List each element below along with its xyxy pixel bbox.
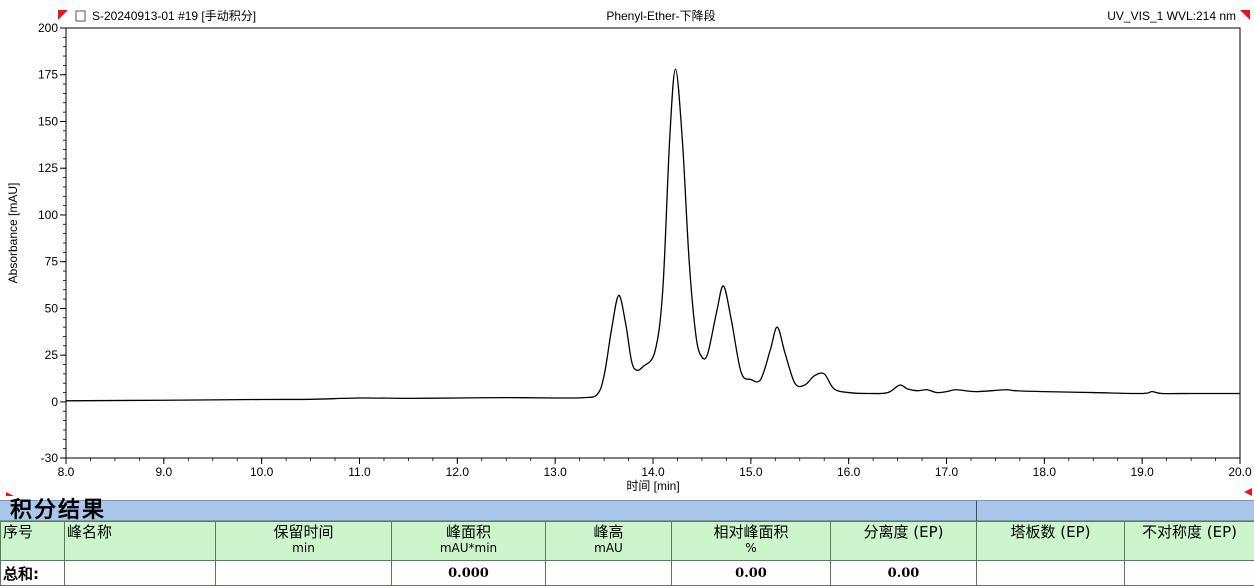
corner-marker bbox=[1240, 10, 1250, 20]
x-tick-label: 18.0 bbox=[1033, 465, 1057, 479]
chart-svg: S-20240913-01 #19 [手动积分] Phenyl-Ether-下降段… bbox=[6, 8, 1252, 496]
column-header-peak-area: 峰面积 mAU*min bbox=[391, 521, 546, 561]
total-cell bbox=[976, 560, 1125, 586]
x-tick-label: 19.0 bbox=[1130, 465, 1154, 479]
column-label: 保留时间 bbox=[273, 523, 334, 541]
column-header-retention-time: 保留时间 min bbox=[215, 521, 392, 561]
x-tick-label: 17.0 bbox=[935, 465, 959, 479]
header-sample-label: S-20240913-01 #19 [手动积分] bbox=[92, 9, 256, 23]
chromatogram-trace bbox=[65, 68, 1240, 402]
column-label: 分离度 (EP) bbox=[863, 523, 944, 541]
chromatogram-chart: S-20240913-01 #19 [手动积分] Phenyl-Ether-下降段… bbox=[6, 8, 1252, 496]
x-tick-label: 13.0 bbox=[543, 465, 567, 479]
total-cell-resolution: 0.00 bbox=[830, 560, 977, 586]
y-tick-label: 150 bbox=[38, 114, 58, 128]
corner-marker bbox=[1244, 488, 1252, 496]
y-tick-label: 100 bbox=[38, 208, 58, 222]
total-label: 总和: bbox=[0, 560, 65, 586]
total-cell bbox=[215, 560, 392, 586]
column-unit: mAU bbox=[594, 541, 623, 555]
x-tick-label: 11.0 bbox=[348, 465, 371, 479]
column-header-peak-name: 峰名称 bbox=[64, 521, 216, 561]
x-tick-label: 12.0 bbox=[446, 465, 470, 479]
y-tick-label: 200 bbox=[38, 21, 58, 35]
x-tick-label: 8.0 bbox=[58, 465, 75, 479]
column-header-peak-height: 峰高 mAU bbox=[545, 521, 672, 561]
x-tick-label: 16.0 bbox=[837, 465, 861, 479]
total-cell bbox=[545, 560, 672, 586]
y-tick-label: -30 bbox=[41, 451, 59, 465]
column-label: 峰名称 bbox=[67, 523, 113, 541]
column-header-relative-area: 相对峰面积 % bbox=[671, 521, 831, 561]
column-unit: % bbox=[745, 541, 757, 555]
column-label: 峰高 bbox=[593, 523, 624, 541]
column-unit: min bbox=[292, 541, 315, 555]
results-title: 积分结果 bbox=[10, 498, 107, 523]
total-cell-relative-area: 0.00 bbox=[671, 560, 831, 586]
integration-results: 积分结果 序号 峰名称 保留时间 mi bbox=[0, 498, 1254, 586]
total-cell bbox=[1124, 560, 1254, 586]
x-tick-label: 9.0 bbox=[155, 465, 172, 479]
corner-marker bbox=[58, 10, 68, 20]
column-header-index: 序号 bbox=[0, 521, 65, 561]
y-axis-title: Absorbance [mAU] bbox=[6, 183, 20, 284]
results-table: 序号 峰名称 保留时间 min 峰面积 mAU*min 峰高 mAU bbox=[0, 521, 1254, 586]
corner-marker bbox=[6, 492, 14, 496]
header-channel-label: UV_VIS_1 WVL:214 nm bbox=[1107, 9, 1236, 23]
header-method-label: Phenyl-Ether-下降段 bbox=[606, 8, 715, 23]
plot-frame bbox=[65, 27, 1241, 459]
results-header-bar: 积分结果 bbox=[0, 498, 1254, 523]
column-label: 序号 bbox=[3, 523, 34, 541]
results-total-row: 总和: 0.000 0.00 0.00 bbox=[0, 560, 1254, 586]
x-tick-label: 10.0 bbox=[250, 465, 274, 479]
x-axis-title: 时间 [min] bbox=[626, 479, 679, 493]
column-label: 塔板数 (EP) bbox=[1010, 523, 1091, 541]
total-cell bbox=[64, 560, 216, 586]
column-label: 不对称度 (EP) bbox=[1142, 523, 1237, 541]
y-tick-label: 75 bbox=[45, 255, 59, 269]
y-tick-label: 0 bbox=[51, 395, 58, 409]
x-tick-label: 20.0 bbox=[1228, 465, 1252, 479]
column-header-resolution: 分离度 (EP) bbox=[830, 521, 977, 561]
y-tick-label: 25 bbox=[45, 348, 59, 362]
column-header-asymmetry: 不对称度 (EP) bbox=[1124, 521, 1254, 561]
sample-icon bbox=[75, 10, 86, 22]
y-tick-label: 175 bbox=[38, 68, 58, 82]
y-tick-label: 50 bbox=[45, 301, 59, 315]
total-cell-peak-area: 0.000 bbox=[391, 560, 546, 586]
results-header-divider bbox=[976, 501, 977, 522]
y-tick-label: 125 bbox=[38, 161, 58, 175]
column-label: 相对峰面积 bbox=[713, 523, 789, 541]
column-header-plates: 塔板数 (EP) bbox=[976, 521, 1125, 561]
x-tick-label: 14.0 bbox=[641, 465, 665, 479]
column-unit: mAU*min bbox=[439, 541, 498, 555]
x-tick-label: 15.0 bbox=[739, 465, 763, 479]
results-column-header-row: 序号 峰名称 保留时间 min 峰面积 mAU*min 峰高 mAU bbox=[0, 521, 1254, 561]
column-label: 峰面积 bbox=[445, 523, 491, 541]
